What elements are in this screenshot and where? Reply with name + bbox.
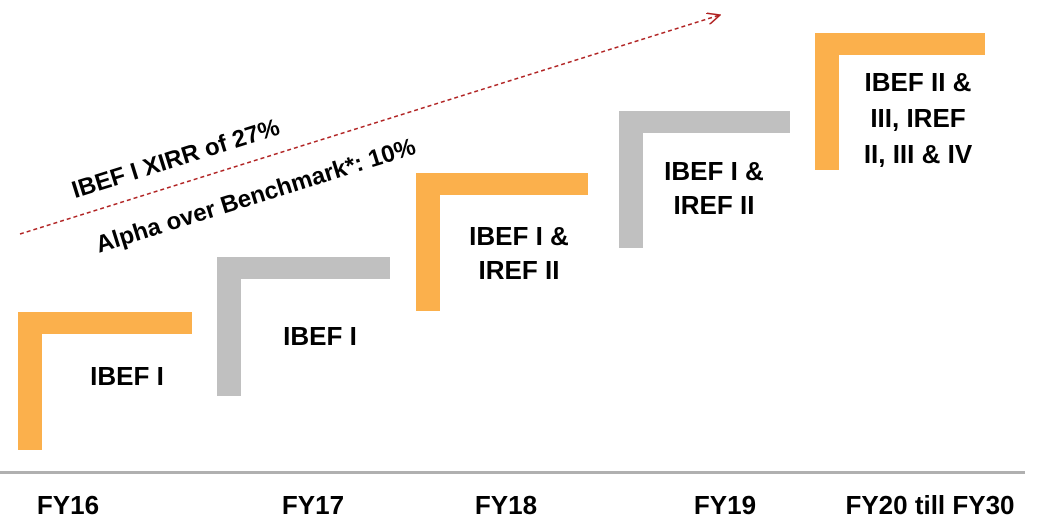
step-vertical (18, 312, 42, 450)
step-vertical (815, 33, 839, 170)
step-label: III, IREF (870, 103, 965, 133)
step-label: IBEF I (283, 321, 357, 351)
step-label: IREF II (479, 255, 560, 285)
step-label: IBEF I & (664, 156, 764, 186)
baseline (0, 471, 1025, 474)
step-horizontal (815, 33, 985, 55)
year-label: FY19 (694, 490, 756, 520)
year-label: FY16 (37, 490, 99, 520)
step-label: IBEF I & (469, 221, 569, 251)
year-label: FY17 (282, 490, 344, 520)
step-label: IBEF I (90, 361, 164, 391)
step-horizontal (619, 111, 790, 133)
year-label: FY18 (475, 490, 537, 520)
step-label: IREF II (674, 190, 755, 220)
trend-arrow (19, 15, 720, 235)
step-vertical (619, 111, 643, 248)
step-label: IBEF II & (865, 67, 972, 97)
step-vertical (416, 173, 440, 311)
steps: IBEF I FY16 IBEF I FY17 IBEF I & IREF II FY18 I… (18, 33, 1015, 520)
step-vertical (217, 257, 241, 396)
year-label: FY20 till FY30 (845, 490, 1014, 520)
step-label: II, III & IV (864, 139, 973, 169)
step-horizontal (217, 257, 390, 279)
step-horizontal (416, 173, 588, 195)
step-horizontal (18, 312, 192, 334)
